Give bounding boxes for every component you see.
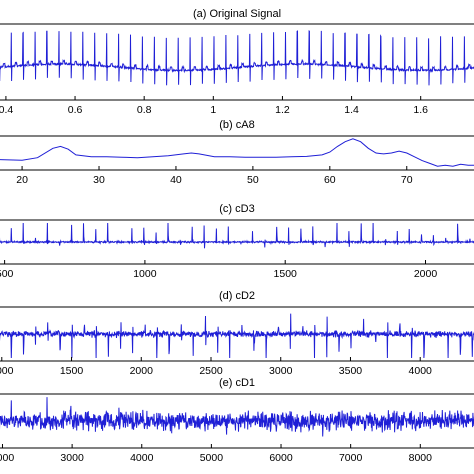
- x-tick-label: 8000: [409, 452, 433, 464]
- x-tick-label: 3000: [60, 452, 84, 464]
- x-tick-label: 500: [0, 268, 14, 280]
- x-tick-label: 1000: [133, 268, 157, 280]
- x-tick-labels-c: 500 1000 1500 2000: [0, 260, 437, 280]
- x-tick-label: 1.2: [275, 104, 290, 116]
- x-tick-label: 1.6: [413, 104, 428, 116]
- subplot-title-e: (e) cD1: [219, 377, 255, 389]
- x-tick-label: 6000: [269, 452, 293, 464]
- axes-frame-c: [0, 219, 474, 265]
- x-tick-label: 3500: [339, 365, 363, 377]
- axes-frame-a: [0, 23, 474, 101]
- signal-trace-d: [0, 313, 474, 359]
- x-tick-label: 1.4: [344, 104, 359, 116]
- subplot-a: (a) Original Signal 0.4 0.6 0.8 1 1.2 1.4 1.6: [0, 8, 474, 116]
- x-tick-label: 70: [401, 174, 413, 186]
- x-tick-label: 2000: [414, 268, 438, 280]
- x-tick-labels-b: 20 30 40 50 60 70: [16, 166, 413, 186]
- x-tick-label: 5000: [200, 452, 224, 464]
- x-tick-label: 0.4: [0, 104, 13, 116]
- x-tick-label: 1500: [274, 268, 298, 280]
- subplot-title-a: (a) Original Signal: [193, 8, 281, 20]
- x-tick-label: 20: [16, 174, 28, 186]
- x-tick-label: 60: [324, 174, 336, 186]
- x-tick-labels-e: 2000 3000 4000 5000 6000 7000 8000: [0, 444, 432, 464]
- subplot-e: (e) cD1 2000 3000 4000 5000 6000 7000 8000: [0, 377, 474, 464]
- subplot-d: (d) cD2 1000 1500 2000 2500 3000 3500 4000: [0, 290, 474, 377]
- x-tick-label: 0.6: [68, 104, 83, 116]
- axes-frame-e: [0, 393, 474, 449]
- axes-frame-b: [0, 135, 474, 171]
- subplot-title-b: (b) cA8: [219, 119, 254, 131]
- x-tick-label: 7000: [339, 452, 363, 464]
- subplot-title-c: (c) cD3: [219, 203, 254, 215]
- x-tick-labels-d: 1000 1500 2000 2500 3000 3500 4000: [0, 357, 432, 377]
- x-tick-label: 4000: [130, 452, 154, 464]
- subplot-c: (c) cD3 500 1000 1500 2000: [0, 203, 474, 280]
- subplot-title-d: (d) cD2: [219, 290, 255, 302]
- x-tick-label: 1500: [60, 365, 84, 377]
- x-tick-label: 2000: [0, 452, 14, 464]
- x-tick-label: 1000: [0, 365, 14, 377]
- x-tick-label: 4000: [409, 365, 433, 377]
- x-tick-label: 40: [170, 174, 182, 186]
- x-tick-label: 30: [93, 174, 105, 186]
- signal-trace-c: [0, 222, 474, 249]
- x-tick-label: 1: [210, 104, 216, 116]
- signal-trace-a: [0, 30, 474, 86]
- x-tick-label: 2500: [199, 365, 223, 377]
- signal-trace-b: [0, 138, 474, 167]
- x-tick-label: 50: [247, 174, 259, 186]
- x-tick-label: 3000: [269, 365, 293, 377]
- signal-trace-e: [0, 397, 474, 437]
- subplot-b: (b) cA8 20 30 40 50 60 70: [0, 119, 474, 186]
- x-tick-label: 2000: [130, 365, 154, 377]
- x-tick-label: 0.8: [137, 104, 152, 116]
- axes-frame-d: [0, 306, 474, 362]
- x-tick-labels-a: 0.4 0.6 0.8 1 1.2 1.4 1.6: [0, 96, 428, 116]
